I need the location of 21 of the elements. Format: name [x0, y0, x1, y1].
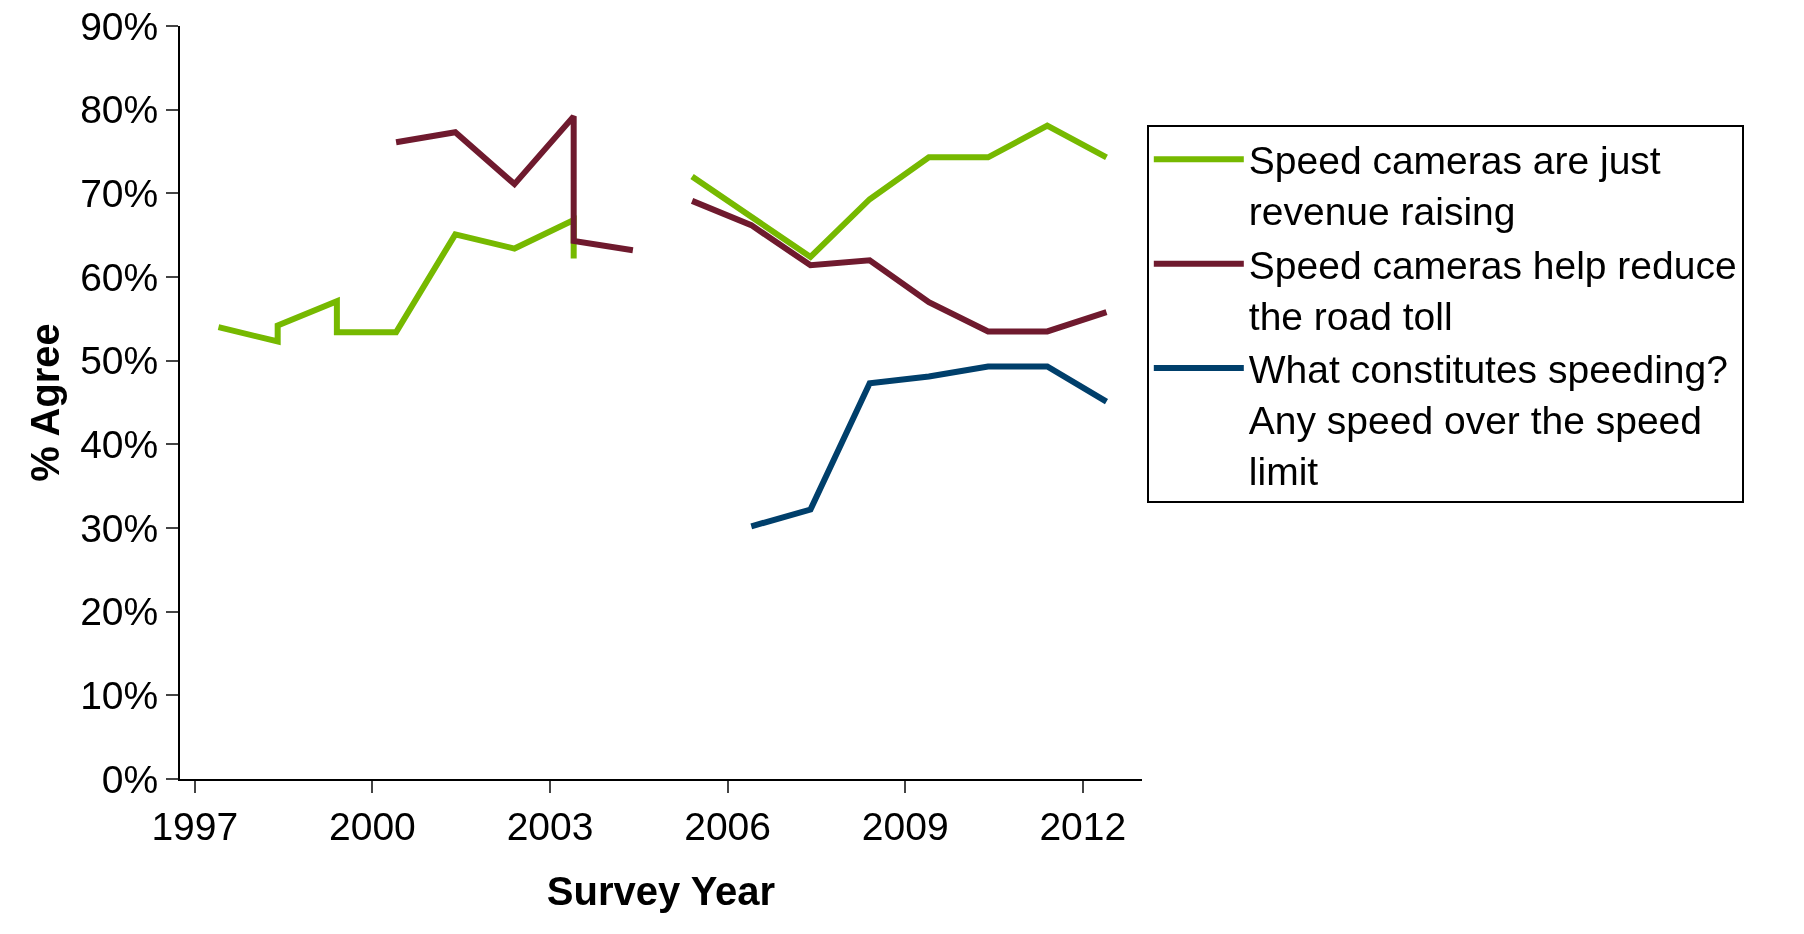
y-tick-label: 80%: [80, 88, 159, 132]
y-tick-label: 60%: [80, 255, 159, 299]
y-tick-label: 40%: [80, 422, 159, 466]
legend-label: Speed cameras are just revenue raising: [1248, 139, 1661, 234]
y-axis-title: % Agree: [23, 323, 68, 482]
y-tick-label: 70%: [80, 171, 159, 215]
legend-label: What constitutes speeding? Any speed over the speed limit: [1248, 348, 1728, 493]
y-tick-label: 10%: [80, 673, 159, 717]
y-tick-label: 20%: [80, 590, 159, 634]
x-tick-label: 2009: [861, 804, 949, 848]
y-tick-label: 0%: [101, 757, 159, 801]
legend-label: Speed cameras help reduce the road toll: [1248, 243, 1737, 338]
x-tick-label: 2003: [506, 804, 594, 848]
x-tick-label: 2012: [1039, 804, 1127, 848]
x-tick-label: 1997: [151, 804, 239, 848]
y-tick-label: 30%: [80, 506, 159, 550]
x-tick-label: 2006: [684, 804, 771, 848]
y-tick-label: 90%: [80, 4, 159, 48]
x-tick-label: 2000: [329, 804, 416, 848]
y-tick-label: 50%: [80, 339, 159, 383]
x-axis-title: Survey Year: [546, 868, 776, 913]
